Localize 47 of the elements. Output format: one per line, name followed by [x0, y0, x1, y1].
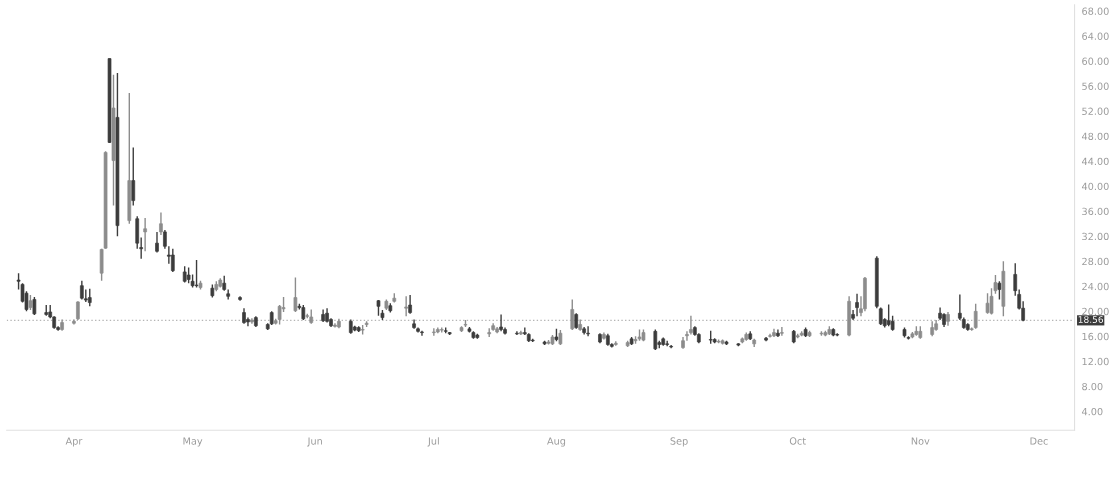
- candlestick: [432, 327, 436, 337]
- candlestick: [855, 293, 859, 318]
- x-tick-label: Apr: [65, 437, 83, 447]
- y-tick-label: 60.00: [1082, 57, 1109, 65]
- y-tick-label: 52.00: [1082, 107, 1109, 115]
- y-tick-label: 48.00: [1081, 132, 1109, 140]
- candlestick: [159, 211, 163, 236]
- candlestick: [993, 274, 998, 295]
- candlestick: [408, 294, 412, 315]
- y-tick-label: 28.00: [1082, 257, 1109, 266]
- y-tick-label: 12.00: [1082, 357, 1109, 366]
- y-tick-label: 20.00: [1082, 307, 1109, 316]
- y-tick-label: 32.00: [1082, 232, 1109, 241]
- x-tick-label: Nov: [911, 437, 930, 445]
- candlestick: [404, 295, 408, 318]
- y-tick-label: 16.00: [1082, 332, 1109, 341]
- candlestick: [194, 259, 199, 289]
- x-tick-label: Jul: [427, 437, 439, 447]
- y-tick-label: 64.00: [1082, 32, 1109, 40]
- candlestick: [131, 146, 136, 207]
- y-tick-label: 44.00: [1081, 157, 1109, 166]
- candlestick: [293, 276, 298, 313]
- candlestick: [776, 328, 780, 338]
- x-tick-label: Oct: [789, 437, 806, 445]
- x-tick-label: May: [183, 437, 203, 447]
- candlestick: [76, 300, 80, 321]
- y-tick-label: 8.00: [1082, 382, 1103, 391]
- candlestick: [586, 325, 590, 338]
- y-tick-label: 4.00: [1081, 407, 1103, 416]
- candlestick: [499, 313, 503, 333]
- x-tick-label: Jun: [307, 437, 322, 447]
- candlestick: [143, 217, 147, 252]
- y-tick-label: 68.00: [1082, 7, 1109, 15]
- candlestick: [32, 296, 37, 316]
- candlestick: [985, 292, 990, 315]
- ref-line-label: 18.56: [1078, 316, 1104, 323]
- x-tick-label: Aug: [547, 437, 566, 447]
- candlestick: [997, 280, 1002, 301]
- x-tick-label: Dec: [1030, 437, 1048, 445]
- y-tick-label: 40.00: [1081, 182, 1109, 191]
- y-tick-label: 36.00: [1082, 207, 1109, 216]
- x-tick-label: Sep: [670, 437, 688, 447]
- y-tick-label: 24.00: [1082, 282, 1109, 291]
- candlestick: [155, 231, 159, 254]
- y-tick-label: 56.00: [1082, 82, 1109, 90]
- candlestick: [780, 326, 784, 337]
- candlestick: [170, 248, 175, 273]
